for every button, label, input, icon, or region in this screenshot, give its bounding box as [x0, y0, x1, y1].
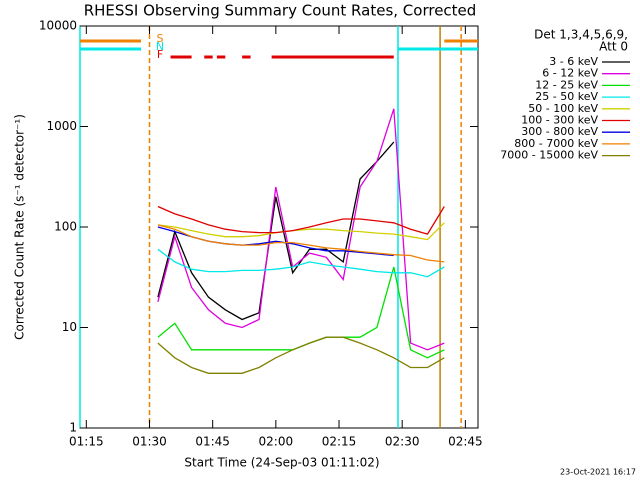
x-tick-label: 02:00: [259, 435, 294, 449]
series-line: [157, 222, 445, 241]
x-tick-label: 02:15: [322, 435, 357, 449]
x-tick-label: 02:30: [385, 435, 420, 449]
x-tick-label: 01:45: [195, 435, 230, 449]
legend-label: 50 - 100 keV: [528, 102, 598, 115]
series-line: [157, 205, 445, 235]
series-line: [157, 248, 445, 278]
legend-title: Att 0: [599, 40, 628, 54]
flag-label: F: [157, 48, 163, 61]
legend-label: 12 - 25 keV: [535, 78, 598, 91]
legend-label: 300 - 800 keV: [521, 125, 598, 138]
legend-label: 7000 - 15000 keV: [500, 149, 598, 162]
x-tick-label: 01:15: [69, 435, 104, 449]
y-tick-label: 1: [69, 421, 77, 435]
x-axis-label: Start Time (24-Sep-03 01:11:02): [184, 456, 379, 470]
legend-label: 3 - 6 keV: [549, 55, 598, 68]
x-tick-label: 02:45: [448, 435, 483, 449]
y-tick-label: 10: [62, 320, 77, 334]
y-axis-label: Corrected Count Rate (s⁻¹ detector⁻¹): [13, 114, 27, 340]
legend-label: 800 - 7000 keV: [514, 137, 598, 150]
legend-title: Det 1,3,4,5,6,9,: [534, 28, 628, 42]
series-line: [157, 108, 445, 351]
legend-label: 6 - 12 keV: [542, 67, 598, 80]
series-line: [157, 336, 445, 374]
series-line: [157, 224, 445, 263]
legend-label: 100 - 300 keV: [521, 114, 598, 127]
series-line: [157, 141, 395, 321]
legend-label: 25 - 50 keV: [535, 90, 598, 103]
y-tick-label: 10000: [39, 19, 77, 33]
y-tick-label: 100: [54, 220, 77, 234]
series-line: [157, 266, 445, 359]
flag-label: S: [157, 32, 164, 45]
x-tick-label: 01:30: [132, 435, 167, 449]
chart-title: RHESSI Observing Summary Count Rates, Co…: [84, 2, 477, 20]
flag-label: N: [156, 40, 164, 53]
footer: 23-Oct-2021 16:17: [560, 468, 636, 477]
y-tick-label: 1000: [46, 119, 77, 133]
